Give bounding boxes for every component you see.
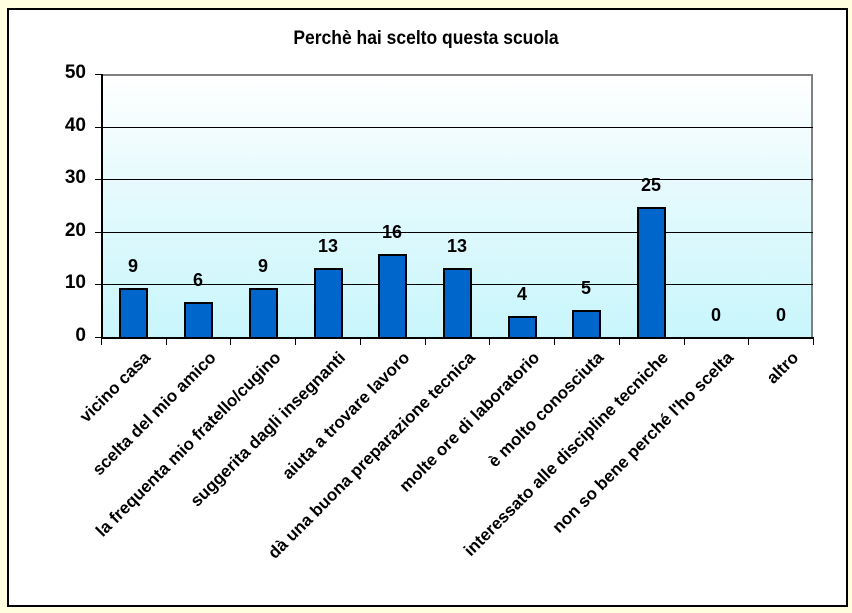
y-tick <box>95 179 102 180</box>
y-tick <box>95 74 102 75</box>
bar <box>508 316 537 339</box>
bar <box>572 310 601 339</box>
bar <box>637 207 666 339</box>
data-label: 16 <box>381 222 403 242</box>
chart-title: Perchè hai scelto questa scuola <box>293 28 559 49</box>
x-tick <box>813 338 814 345</box>
y-tick-label: 40 <box>64 115 86 136</box>
y-tick <box>95 127 102 128</box>
y-tick <box>95 337 102 338</box>
gridline <box>101 127 813 128</box>
x-tick <box>554 338 555 345</box>
gridline <box>101 179 813 180</box>
y-axis <box>101 74 103 338</box>
x-tick <box>101 338 102 345</box>
x-tick <box>166 338 167 345</box>
data-label: 4 <box>516 284 527 304</box>
x-tick <box>619 338 620 345</box>
y-tick <box>95 232 102 233</box>
x-tick <box>425 338 426 345</box>
data-label: 13 <box>446 236 468 256</box>
y-tick-label: 0 <box>75 325 86 346</box>
x-tick <box>230 338 231 345</box>
x-tick <box>360 338 361 345</box>
x-tick <box>295 338 296 345</box>
data-label: 9 <box>257 256 268 276</box>
data-label: 6 <box>192 270 203 290</box>
bar <box>314 268 343 339</box>
bar <box>443 268 472 339</box>
bar <box>378 254 407 339</box>
y-tick-label: 30 <box>64 167 86 188</box>
gridline <box>101 232 813 233</box>
y-tick-label: 10 <box>64 272 86 293</box>
data-label: 0 <box>710 305 721 325</box>
data-label: 9 <box>127 256 138 276</box>
x-tick <box>684 338 685 345</box>
y-tick-label: 50 <box>64 62 86 83</box>
x-tick <box>489 338 490 345</box>
bar <box>249 288 278 339</box>
data-label: 25 <box>640 175 662 195</box>
data-label: 0 <box>775 305 786 325</box>
y-tick <box>95 284 102 285</box>
x-tick <box>748 338 749 345</box>
data-label: 5 <box>580 278 591 298</box>
y-tick-label: 20 <box>64 220 86 241</box>
data-label: 13 <box>317 236 339 256</box>
bar <box>119 288 148 339</box>
bar <box>184 302 213 339</box>
